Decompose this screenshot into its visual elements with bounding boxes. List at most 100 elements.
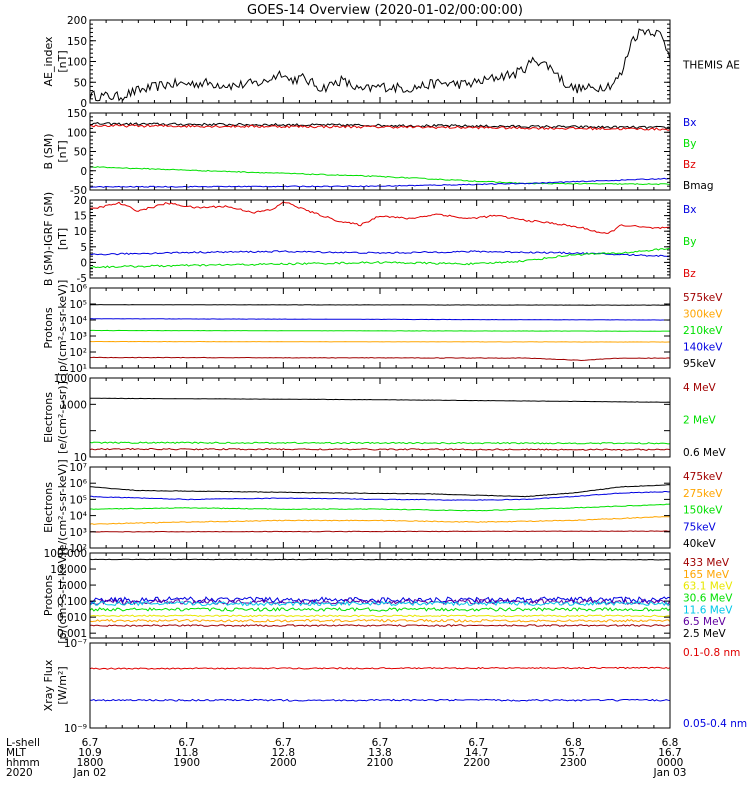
y-axis-label: B (SM)-IGRF (SM) — [42, 192, 55, 286]
footer-value: 6.7 — [275, 737, 292, 749]
y-axis-label: Xray Flux — [42, 659, 55, 711]
legend-label: 30.6 MeV — [683, 593, 733, 605]
legend-label: 165 MeV — [683, 569, 730, 581]
y-axis-unit: [nT] — [56, 228, 69, 250]
legend-label: 575keV — [683, 292, 723, 304]
footer-value: 2100 — [367, 757, 394, 769]
series-line-protons2-5 — [89, 614, 671, 618]
series-line-bdiff-1 — [89, 250, 671, 258]
y-axis-unit: [p/(cm²-s-sr-keV)] — [56, 280, 69, 377]
y-tick-label: 10000 — [54, 373, 87, 385]
series-line-protons2-4 — [89, 607, 671, 612]
y-tick-label: 100 — [67, 127, 87, 139]
legend-label: 475keV — [683, 471, 723, 483]
footer-value: 6.8 — [662, 737, 679, 749]
y-tick-label: 1000 — [60, 399, 87, 411]
series-line-electrons1-2 — [89, 447, 671, 451]
series-line-protons2-7 — [90, 624, 671, 627]
panel-frame — [89, 642, 671, 729]
legend-label: Bx — [683, 204, 696, 216]
legend-label: 75keV — [683, 521, 717, 533]
legend-label: 0.1-0.8 nm — [683, 647, 740, 659]
panel-bdiff: -5 0 5 10 15 20 B (SM)-IGRF (SM) [nT] Bx By Bz — [42, 192, 696, 286]
series-line-xray-1 — [90, 698, 671, 702]
y-tick-label: 1.000 — [57, 580, 87, 592]
panel-frame — [89, 19, 671, 104]
legend-label: 0.05-0.4 nm — [683, 718, 747, 730]
panel-frame — [89, 199, 671, 279]
y-tick-label: 15 — [74, 211, 87, 223]
series-line-electrons2-3 — [89, 516, 670, 525]
footer-value: 15.7 — [562, 747, 585, 759]
y-axis-unit: [e/(cm²-s-sr-keV)] — [56, 459, 69, 555]
y-tick-label: 0.100 — [57, 596, 87, 608]
legend-label: 275keV — [683, 488, 723, 500]
footer-value: 6.8 — [565, 737, 582, 749]
series-line-bdiff-2 — [89, 247, 671, 269]
y-tick-label: 10 — [74, 452, 87, 464]
footer-value: 6.7 — [82, 737, 99, 749]
series-line-electrons2-4 — [89, 530, 671, 533]
footer-value: 6.7 — [372, 737, 389, 749]
legend-label: 40keV — [683, 538, 717, 550]
footer-row-label: hhmm — [6, 757, 40, 769]
series-line-protons2-6 — [89, 618, 671, 623]
legend-label: 4 MeV — [683, 382, 717, 394]
legend-label: 6.5 MeV — [683, 616, 727, 628]
y-tick-label: 10⁶ — [69, 478, 87, 490]
panel-frame — [89, 287, 671, 369]
series-line-protons1-1 — [89, 318, 671, 321]
panel-protons1: 10¹ 10² 10³ 10⁴ 10⁵ 10⁶ Protons [p/(cm²-s-sr-ke… — [42, 280, 723, 377]
y-tick-label: 50 — [74, 77, 87, 89]
y-tick-label: 10⁴ — [69, 511, 87, 523]
y-axis-unit: [p/(cm²-s-sr-keV)] — [56, 547, 69, 644]
y-tick-label: 10⁵ — [69, 494, 87, 506]
y-axis-unit: [nT] — [56, 140, 69, 162]
panel-electrons2: 10² 10³ 10⁴ 10⁵ 10⁶ 10⁷ Electrons [e/(cm²-s-sr-… — [42, 459, 723, 555]
footer-value: 11.8 — [175, 747, 198, 759]
y-tick-label: 10² — [69, 543, 87, 555]
legend-label: 95keV — [683, 358, 717, 370]
panel-electrons1: 10 1000 10000 Electrons [e/(cm²-s-sr)] 4 MeV 2… — [42, 373, 727, 464]
footer-row-label: MLT — [6, 747, 26, 759]
y-tick-label: 150 — [67, 36, 87, 48]
footer-value: Jan 02 — [73, 767, 107, 779]
series-line-protons2-0 — [89, 558, 671, 561]
series-line-protons2-1 — [89, 596, 671, 604]
footer-value: 1800 — [77, 757, 104, 769]
y-tick-label: 10⁴ — [69, 315, 87, 327]
legend-label: 150keV — [683, 505, 723, 517]
series-line-bsm-2 — [89, 166, 671, 186]
legend-label: By — [683, 236, 696, 248]
y-tick-label: 10 — [74, 226, 87, 238]
y-tick-label: 10⁶ — [69, 283, 87, 295]
legend-label: Bmag — [683, 180, 714, 192]
y-tick-label: 0 — [80, 98, 87, 110]
footer-row-label: 2020 — [6, 767, 33, 779]
y-tick-label: 10¹ — [69, 363, 87, 375]
y-axis-label: B (SM) — [42, 133, 55, 169]
series-line-protons2-2 — [89, 598, 671, 606]
y-tick-label: 20 — [74, 195, 87, 207]
panel-xray: 10⁻⁹ 10⁻⁷ Xray Flux [W/m²] 0.1-0.8 nm 0.05-0.… — [42, 638, 747, 735]
panel-protons2: 0.001 0.010 0.100 1.000 10.000 100.000 Protons… — [42, 547, 733, 644]
series-line-protons1-3 — [89, 340, 670, 343]
y-tick-label: 0.001 — [57, 628, 87, 640]
series-line-protons1-4 — [89, 356, 671, 362]
y-axis-unit: [nT] — [56, 50, 69, 72]
footer-value: 6.7 — [178, 737, 195, 749]
y-tick-label: 5 — [80, 242, 87, 254]
y-tick-label: 150 — [67, 108, 87, 120]
y-tick-label: 0 — [80, 166, 87, 178]
series-line-electrons2-0 — [89, 484, 671, 498]
footer-value: 2200 — [463, 757, 490, 769]
y-tick-label: 0 — [80, 257, 87, 269]
y-tick-label: 10⁵ — [69, 299, 87, 311]
y-axis-label: Protons — [42, 307, 55, 348]
footer-value: 13.8 — [368, 747, 391, 759]
footer-value: 16.7 — [658, 747, 681, 759]
y-tick-label: 200 — [67, 15, 87, 27]
